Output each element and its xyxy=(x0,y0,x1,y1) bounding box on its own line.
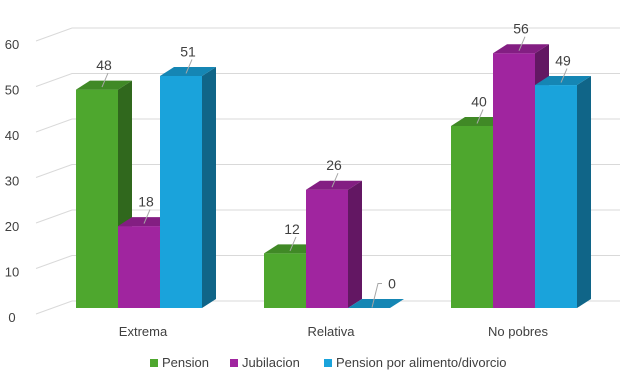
svg-text:12: 12 xyxy=(284,221,300,237)
data-label: 26 xyxy=(326,157,342,188)
gridlines xyxy=(35,27,620,315)
gridline xyxy=(35,255,620,269)
y-tick-label: 30 xyxy=(5,174,19,189)
data-labels: 48 18 51 12 26 0 40 56 49 xyxy=(96,21,571,308)
gridline xyxy=(35,118,620,133)
svg-text:56: 56 xyxy=(513,21,529,37)
bars xyxy=(76,44,591,309)
legend-swatch xyxy=(150,359,158,367)
svg-text:48: 48 xyxy=(96,57,112,73)
bar xyxy=(160,66,216,308)
legend-item: Pension xyxy=(150,355,209,370)
legend-item: Jubilacion xyxy=(230,355,300,370)
y-tick-label: 10 xyxy=(5,265,19,280)
bar xyxy=(306,180,362,308)
y-tick-label: 20 xyxy=(5,219,19,234)
gridline xyxy=(35,73,620,87)
gridline xyxy=(35,209,620,224)
gridline xyxy=(35,164,620,178)
legend-label: Jubilacion xyxy=(242,355,300,370)
legend-label: Pension xyxy=(162,355,209,370)
svg-text:40: 40 xyxy=(471,94,487,110)
gridline xyxy=(35,27,620,42)
data-label: 51 xyxy=(180,43,196,74)
y-tick-label: 60 xyxy=(5,37,19,52)
category-label: Extrema xyxy=(119,324,168,339)
gridline xyxy=(35,300,620,315)
data-label: 12 xyxy=(284,221,300,252)
x-axis-categories: Extrema Relativa No pobres xyxy=(119,324,549,339)
legend: Pension Jubilacion Pension por alimento/di… xyxy=(150,355,507,370)
legend-label: Pension por alimento/divorcio xyxy=(336,355,507,370)
y-tick-label: 40 xyxy=(5,128,19,143)
legend-item: Pension por alimento/divorcio xyxy=(324,355,507,370)
y-tick-label: 0 xyxy=(8,310,15,325)
data-label: 48 xyxy=(96,57,112,88)
category-label: No pobres xyxy=(488,324,548,339)
svg-text:26: 26 xyxy=(326,157,342,173)
data-label: 0 xyxy=(371,276,396,308)
data-label: 40 xyxy=(471,94,487,124)
y-tick-label: 50 xyxy=(5,83,19,98)
legend-swatch xyxy=(230,359,238,367)
data-label: 56 xyxy=(513,21,529,51)
svg-text:0: 0 xyxy=(388,276,396,292)
y-axis-ticks: 0 10 20 30 40 50 60 xyxy=(5,37,19,325)
svg-text:49: 49 xyxy=(555,53,571,69)
category-label: Relativa xyxy=(308,324,356,339)
data-label: 49 xyxy=(555,53,571,83)
bar xyxy=(348,299,404,309)
bar xyxy=(535,76,591,308)
svg-text:51: 51 xyxy=(180,43,196,59)
data-label: 18 xyxy=(138,194,154,224)
svg-text:18: 18 xyxy=(138,194,154,210)
legend-swatch xyxy=(324,359,332,367)
